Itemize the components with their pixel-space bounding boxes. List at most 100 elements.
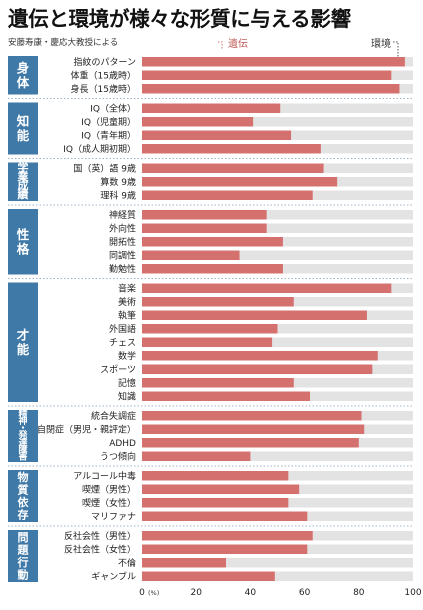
bar-environment [142, 117, 413, 127]
row-label: 喫煙（男性） [82, 484, 136, 496]
bar-genetics [142, 451, 251, 461]
chart-title: 遺伝と環境が様々な形質に与える影響 [8, 7, 351, 31]
chart-subtitle: 安藤寿康・慶応大教授による [8, 38, 119, 48]
row-label: IQ（青年期） [81, 130, 136, 142]
x-tick-label: 0 [139, 588, 145, 598]
x-tick-label: 60 [299, 588, 311, 598]
group-label-box [8, 282, 38, 402]
group-label-char: 能 [17, 342, 30, 357]
group-label-char: 質 [18, 483, 29, 497]
bar-genetics [142, 210, 267, 220]
group-label-char: 才 [16, 327, 30, 342]
group-label-char: 成 [18, 178, 29, 192]
group-label-box [8, 470, 38, 522]
row-label: 不倫 [118, 557, 136, 569]
bar-genetics [142, 264, 283, 274]
bar-genetics [142, 324, 278, 334]
group-label-char: 身 [17, 60, 30, 75]
x-tick-label: 80 [353, 588, 365, 598]
row-label: 音楽 [118, 283, 136, 295]
row-label: IQ（成人期初期） [63, 143, 136, 155]
row-label: IQ（児童期） [81, 116, 136, 128]
bar-genetics [142, 297, 294, 307]
bar-genetics [142, 310, 367, 320]
row-label: ギャンブル [91, 571, 136, 583]
row-label: 知識 [118, 391, 136, 403]
bar-genetics [142, 130, 292, 140]
bar-genetics [142, 498, 289, 508]
group-label-box [8, 102, 38, 155]
group-label-char: 学 [18, 160, 29, 174]
bar-genetics [142, 511, 308, 521]
bar-genetics [142, 424, 365, 434]
bar-environment [142, 337, 413, 347]
row-label: 開拓性 [109, 236, 136, 248]
row-label: 体重（15歳時） [71, 70, 136, 82]
bar-genetics [142, 190, 313, 200]
group-label-char: 格 [17, 241, 30, 256]
group-label-char: 行 [17, 555, 29, 569]
row-label: 記憶 [118, 377, 136, 389]
x-tick-label: 20 [190, 588, 202, 598]
row-label: チェス [109, 338, 136, 349]
bar-genetics [142, 571, 275, 581]
legend-genetics-leader [218, 41, 223, 49]
bar-genetics [142, 117, 254, 127]
bar-environment [142, 210, 413, 220]
group-label-char: 物 [18, 470, 29, 484]
bar-genetics [142, 144, 321, 154]
group-label-box [8, 56, 38, 95]
row-label: 執筆 [118, 310, 136, 322]
bar-genetics [142, 163, 324, 173]
row-label: スポーツ [100, 365, 136, 376]
x-tick-label: 100 [404, 588, 421, 598]
bar-genetics [142, 544, 308, 554]
group-label-char: 業 [17, 169, 30, 183]
bar-environment [142, 250, 413, 260]
bar-genetics [142, 283, 392, 293]
bar-genetics [142, 411, 362, 421]
bar-genetics [142, 471, 289, 481]
group-label-char: 害 [18, 451, 27, 463]
bar-genetics [142, 84, 400, 94]
group-label-char: 体 [17, 75, 30, 90]
row-label: 数学 [118, 350, 136, 362]
bar-genetics [142, 531, 313, 541]
group-label-char: 問 [18, 531, 29, 544]
group-label-char: ・ [18, 424, 27, 434]
group-label-char: 知 [16, 114, 30, 129]
bar-environment [142, 558, 413, 568]
bar-environment [142, 451, 413, 461]
group-label-char: 障 [18, 443, 27, 455]
bar-genetics [142, 337, 273, 347]
bar-genetics [142, 103, 281, 113]
group-label-char: 依 [18, 495, 30, 509]
row-label: マリファナ [91, 512, 136, 523]
legend-genetics: 遺伝 [228, 39, 248, 50]
group-label-char: 達 [18, 436, 27, 448]
row-label: 自閉症（男児・親評定） [37, 424, 136, 436]
group-label-box [8, 410, 38, 462]
row-label: 喫煙（女性） [82, 497, 136, 509]
row-label: 同調性 [109, 250, 136, 262]
bar-genetics [142, 351, 378, 361]
row-label: 外国語 [109, 323, 136, 335]
row-label: 国（英）語 9歳 [73, 163, 136, 175]
row-label: ADHD [109, 439, 136, 449]
bar-environment [142, 223, 413, 233]
bar-environment [142, 571, 413, 581]
row-label: 外向性 [109, 223, 136, 235]
x-unit-label: (%) [148, 589, 159, 597]
bar-genetics [142, 484, 300, 494]
group-label-char: 存 [18, 508, 29, 522]
bar-genetics [142, 364, 373, 374]
row-label: 勤勉性 [109, 263, 136, 275]
bar-genetics [142, 223, 267, 233]
x-tick-label: 40 [245, 588, 257, 598]
bar-genetics [142, 70, 392, 80]
bar-genetics [142, 57, 405, 67]
row-label: 反社会性（男性） [64, 530, 136, 542]
group-label-char: 績 [18, 187, 29, 201]
bar-genetics [142, 391, 311, 401]
